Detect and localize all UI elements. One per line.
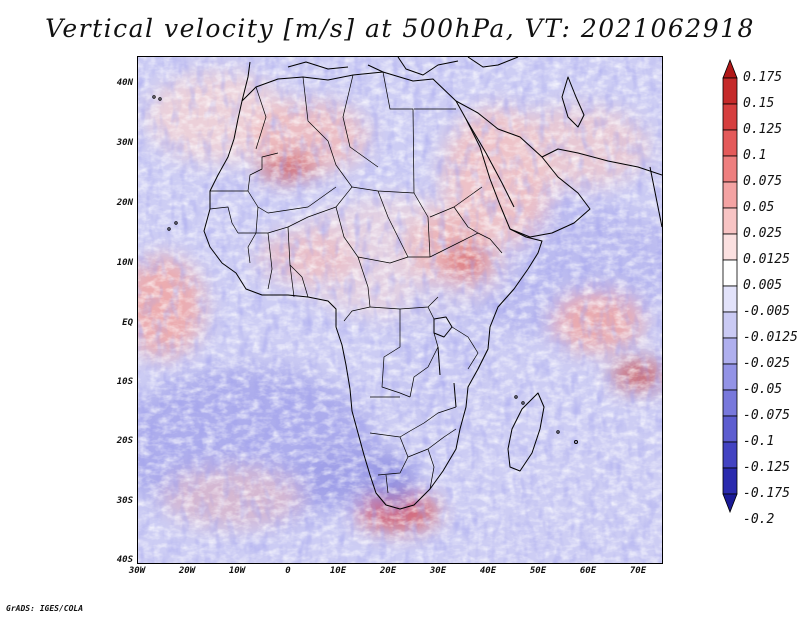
lat-label: 30N [116,138,133,148]
colorbar-swatch [722,155,738,183]
colorbar-swatch [722,415,738,443]
lon-label: 40E [479,566,497,576]
lat-label: 10S [116,377,133,387]
colorbar-tick-label: -0.025 [743,356,790,371]
colorbar-tick-label: 0.175 [743,70,783,85]
colorbar-tick-label: 0.025 [743,226,783,241]
lon-label: 30E [429,566,447,576]
colorbar-tick-label: 0.005 [743,278,783,293]
colorbar-swatch [722,337,738,365]
lon-label: 60E [579,566,597,576]
colorbar-top-arrow [722,58,738,79]
colorbar-swatch [722,207,738,235]
colorbar-tick-label: 0.0125 [743,252,790,267]
lon-label: 70E [629,566,647,576]
colorbar-swatch [722,311,738,339]
chart-title: Vertical velocity [m/s] at 500hPa, VT: 2… [45,14,755,43]
lon-label: 20W [178,566,196,576]
colorbar-swatch [722,233,738,261]
lon-label: 30W [128,566,146,576]
colorbar-swatch [722,389,738,417]
map-panel [137,56,663,564]
colorbar-tick-label: -0.2 [743,512,775,527]
colorbar-swatch [722,103,738,131]
lon-label: 10W [228,566,246,576]
colorbar-swatch [722,363,738,391]
colorbar-tick-label: 0.075 [743,174,783,189]
colorbar-tick-label: -0.1 [743,434,775,449]
colorbar-tick-label: -0.175 [743,486,790,501]
colorbar-tick-label: 0.05 [743,200,775,215]
colorbar-swatch [722,441,738,469]
lat-label: 10N [116,258,133,268]
colorbar-tick-label: -0.075 [743,408,790,423]
lon-label: 20E [379,566,397,576]
colorbar-swatch [722,129,738,157]
colorbar-tick-label: -0.125 [743,460,790,475]
colorbar-swatch [722,285,738,313]
lon-label: 10E [329,566,347,576]
map-canvas [138,57,662,563]
lon-label: 50E [529,566,547,576]
colorbar [722,58,738,514]
colorbar-swatch [722,181,738,209]
lat-label: 40N [116,78,133,88]
lat-label: 40S [116,555,133,565]
lat-label: 20S [116,436,133,446]
country-borders [209,71,503,494]
colorbar-swatch [722,77,738,105]
lat-label: 20N [116,198,133,208]
colorbar-swatch [722,467,738,495]
colorbar-tick-label: 0.125 [743,122,783,137]
colorbar-tick-label: 0.1 [743,148,767,163]
lon-label: 0 [285,566,291,576]
colorbar-tick-label: -0.05 [743,382,783,397]
colorbar-tick-label: 0.15 [743,96,775,111]
credit-text: GrADS: IGES/COLA [6,604,84,613]
lat-label: EQ [122,318,133,328]
colorbar-bottom-arrow [722,493,738,514]
colorbar-swatch [722,259,738,287]
colorbar-tick-label: -0.0125 [743,330,798,345]
colorbar-tick-label: -0.005 [743,304,790,319]
lat-label: 30S [116,496,133,506]
